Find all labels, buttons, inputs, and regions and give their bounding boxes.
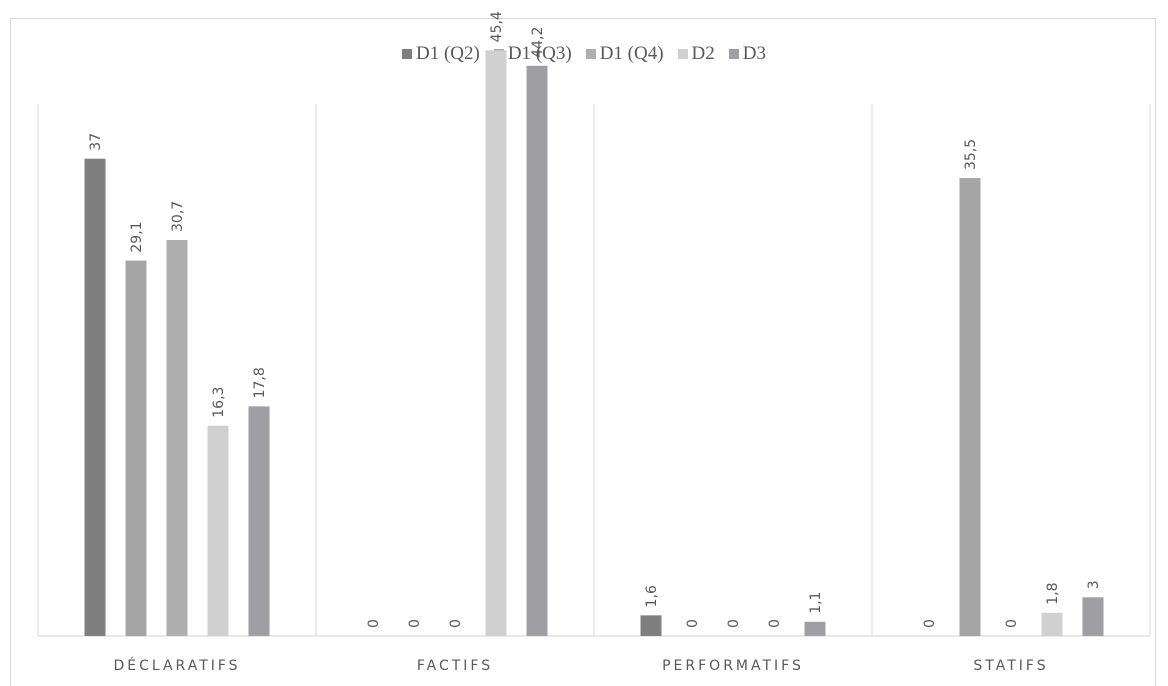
data-label: 30,7	[170, 201, 186, 232]
data-label: 29,1	[129, 221, 145, 252]
data-label: 0	[407, 619, 423, 628]
legend-item: D3	[728, 43, 767, 65]
category-label: STATIFS	[973, 658, 1048, 674]
data-label: 17,8	[252, 367, 268, 398]
legend-item: D1 (Q4)	[585, 43, 664, 65]
legend-item: D1 (Q2)	[401, 43, 480, 65]
chart-legend: D1 (Q2) D1 (Q3) D1 (Q4) D2 D3	[0, 40, 1168, 68]
bar	[485, 50, 507, 636]
data-label: 16,3	[211, 387, 227, 418]
legend-label: D1 (Q3)	[507, 43, 572, 64]
data-label: 1,6	[644, 585, 660, 607]
bar	[125, 260, 147, 636]
bar	[640, 615, 662, 636]
data-label: 0	[726, 619, 742, 628]
data-label: 0	[767, 619, 783, 628]
data-label: 35,5	[963, 139, 979, 170]
category-label: PERFORMATIFS	[662, 658, 804, 674]
category-label: DÉCLARATIFS	[113, 657, 240, 674]
data-label: 1,1	[808, 592, 824, 614]
legend-swatch	[585, 49, 596, 59]
bar	[207, 425, 229, 636]
legend-label: D1 (Q2)	[415, 43, 480, 64]
data-label: 37	[88, 133, 104, 151]
bar	[248, 406, 270, 636]
bar	[1082, 597, 1104, 636]
bar	[804, 621, 826, 636]
legend-item: D2	[677, 43, 715, 65]
data-label: 0	[1004, 619, 1020, 628]
data-label: 3	[1086, 580, 1102, 589]
bar	[959, 178, 981, 637]
bar	[166, 239, 188, 636]
data-label: 44,2	[530, 27, 546, 58]
data-label: 45,4	[489, 11, 505, 42]
data-label: 0	[448, 619, 464, 628]
bar	[84, 158, 106, 636]
legend-swatch	[677, 49, 688, 59]
bar	[526, 65, 548, 636]
legend-label: D2	[691, 43, 715, 64]
legend-label: D1 (Q4)	[599, 43, 664, 64]
data-label: 0	[922, 619, 938, 628]
category-label: FACTIFS	[417, 658, 493, 674]
bar	[1041, 612, 1063, 636]
legend-swatch	[401, 49, 412, 59]
data-label: 0	[366, 619, 382, 628]
legend-swatch	[728, 49, 739, 59]
data-label: 1,8	[1045, 583, 1061, 605]
legend-label: D3	[742, 43, 767, 64]
data-label: 0	[685, 619, 701, 628]
